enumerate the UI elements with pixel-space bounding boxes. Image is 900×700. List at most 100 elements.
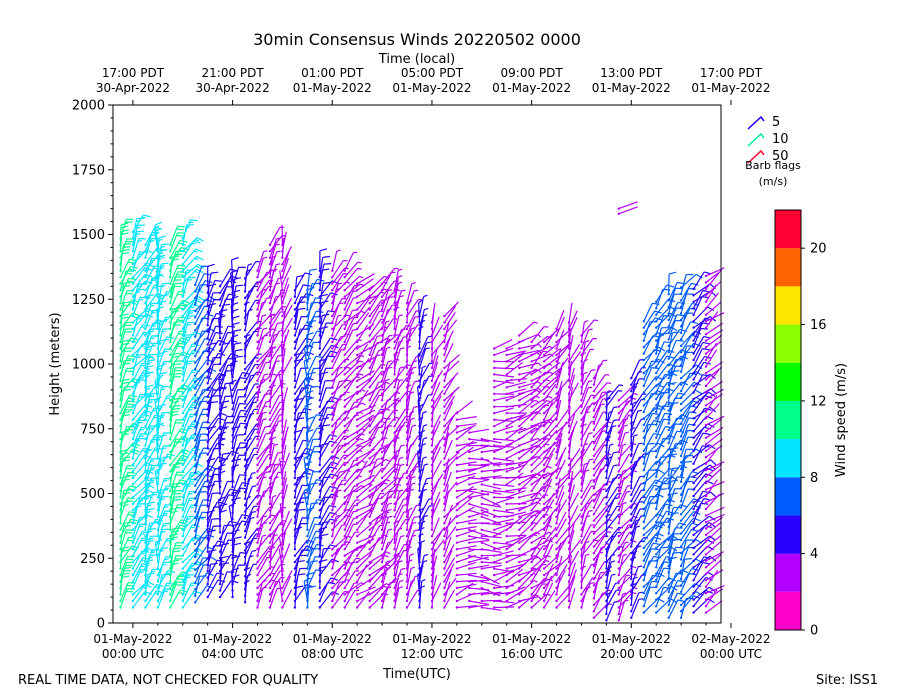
wind-barb-point: [218, 421, 222, 424]
wind-barb-point: [505, 483, 508, 486]
wind-barb-point: [405, 444, 409, 447]
wind-barb-point: [169, 560, 172, 564]
wind-barb-point: [331, 606, 334, 609]
wind-barb-point: [518, 541, 521, 544]
wind-barb-point: [418, 489, 421, 493]
wind-barb-point: [518, 483, 521, 486]
wind-barb-point: [119, 489, 122, 493]
wind-barb-point: [306, 573, 309, 577]
wind-barb: [356, 389, 369, 408]
wind-barb-point: [306, 295, 309, 298]
wind-barb-point: [542, 593, 546, 596]
wind-barb-point: [119, 528, 122, 531]
wind-barb-point: [293, 489, 297, 493]
wind-barb-point: [356, 496, 359, 499]
wind-barb-point: [281, 528, 284, 531]
wind-barb-point: [306, 308, 309, 311]
wind-barb-point: [268, 379, 272, 382]
wind-barb: [469, 600, 490, 606]
wind-barb-point: [704, 371, 708, 375]
wind-barb-point: [443, 366, 446, 370]
wind-barb: [605, 560, 616, 582]
wind-barb-point: [368, 522, 371, 525]
wind-barb-point: [480, 599, 483, 603]
wind-barb-point: [418, 437, 421, 441]
wind-barb-point: [580, 431, 583, 434]
wind-barb-point: [181, 528, 184, 531]
wind-barb: [381, 378, 390, 401]
wind-barb: [543, 378, 559, 395]
wind-barb-point: [243, 355, 247, 358]
wind-barb-point: [530, 373, 533, 376]
wind-barb-point: [679, 506, 683, 509]
wind-barb-point: [530, 360, 533, 363]
wind-barb-point: [194, 329, 197, 332]
wind-barb-point: [617, 431, 620, 434]
wind-barb-point: [580, 425, 583, 428]
wind-barb-point: [493, 431, 496, 434]
wind-barb-point: [679, 493, 683, 496]
wind-barb-point: [243, 542, 247, 546]
wind-barb-point: [393, 334, 396, 337]
wind-barb: [281, 484, 289, 505]
wind-barb: [668, 271, 677, 295]
wind-barb: [543, 410, 558, 427]
wind-barb-point: [430, 528, 434, 531]
wind-barb-point: [580, 599, 583, 603]
wind-barb-point: [331, 528, 334, 531]
wind-barb-point: [505, 431, 508, 434]
wind-barb-point: [430, 327, 434, 331]
wind-barb: [543, 507, 558, 524]
wind-barb-point: [518, 593, 521, 596]
wind-barb-point: [530, 483, 533, 486]
wind-barb-point: [704, 352, 708, 355]
wind-barb-point: [642, 404, 645, 407]
wind-barb: [443, 536, 452, 556]
wind-barb-point: [555, 483, 558, 486]
wind-barb-point: [630, 415, 633, 419]
wind-barb: [469, 555, 490, 561]
wind-barb-point: [156, 515, 160, 518]
wind-barb-point: [605, 567, 608, 570]
wind-barb-point: [119, 243, 122, 247]
wind-barb-point: [667, 538, 670, 542]
wind-barb-point: [119, 522, 122, 525]
wind-barb: [356, 375, 375, 388]
wind-barb: [593, 374, 610, 392]
wind-barb-point: [243, 504, 247, 507]
wind-barb-point: [343, 295, 346, 298]
wind-barb-point: [692, 417, 695, 420]
wind-barb-point: [518, 431, 521, 434]
wind-barb-point: [567, 535, 571, 538]
wind-barb-point: [156, 379, 160, 382]
wind-barb-point: [704, 585, 708, 588]
top-x-tick-label-time: 09:00 PDT: [501, 66, 564, 80]
wind-barb-point: [181, 289, 184, 292]
colorbar-tick-label: 4: [810, 547, 818, 562]
wind-barb: [531, 325, 549, 343]
wind-barb-point: [231, 576, 234, 579]
wind-barb: [406, 417, 415, 440]
wind-barb-point: [331, 535, 334, 538]
wind-barb: [543, 517, 552, 537]
wind-barb-point: [306, 476, 309, 480]
wind-barb: [157, 243, 169, 265]
wind-barb-point: [555, 548, 558, 551]
wind-barb-point: [704, 404, 708, 407]
wind-barb-point: [231, 498, 234, 502]
wind-barb-point: [156, 502, 160, 506]
wind-barb: [705, 588, 724, 601]
wind-barb-point: [580, 509, 583, 512]
wind-barb: [643, 346, 666, 361]
wind-barb-point: [144, 457, 147, 460]
wind-barb-point: [567, 340, 571, 344]
wind-barb: [705, 311, 719, 329]
wind-barb-point: [704, 449, 708, 452]
wind-barb-point: [256, 366, 259, 370]
wind-barb-point: [218, 544, 222, 547]
wind-barb-point: [144, 470, 147, 473]
wind-barb-point: [455, 476, 459, 480]
wind-barb-point: [530, 437, 533, 441]
wind-barb-point: [530, 392, 533, 395]
wind-barb-point: [493, 353, 496, 357]
